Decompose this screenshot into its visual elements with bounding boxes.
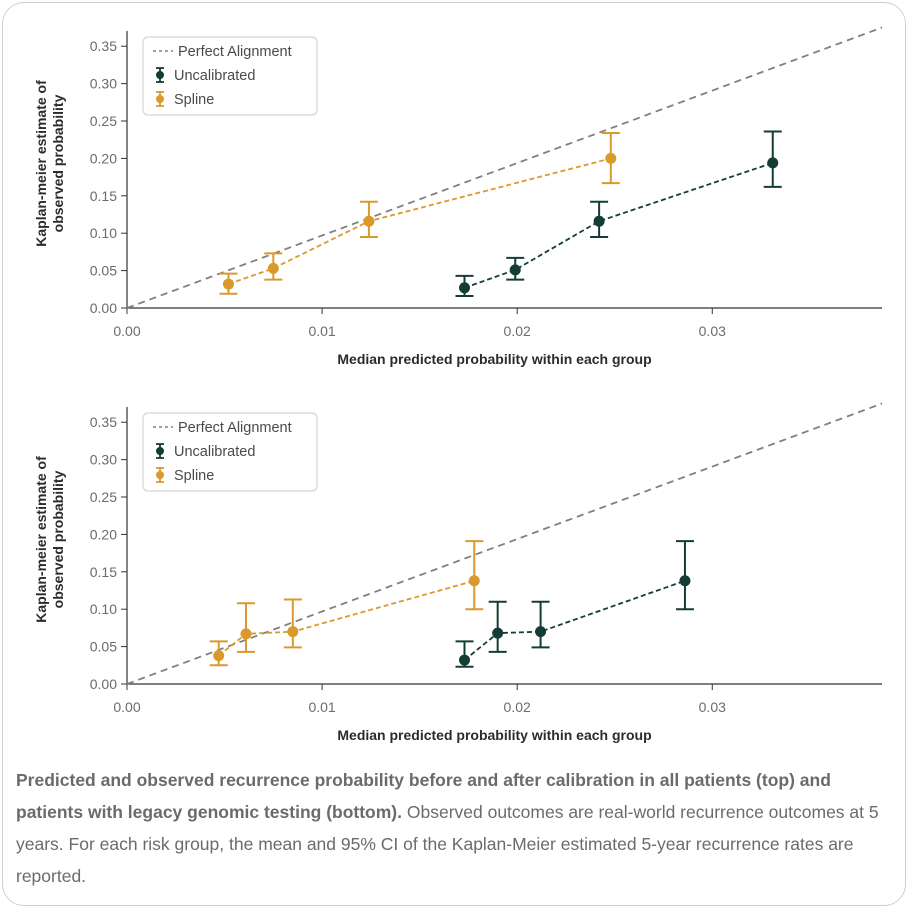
y-axis-label-line-1: Kaplan-meier estimate of (33, 80, 49, 247)
x-tick-label: 0.00 (113, 323, 140, 339)
x-tick-label: 0.02 (504, 699, 531, 715)
y-tick-label: 0.05 (90, 639, 117, 655)
x-tick-label: 0.03 (699, 323, 726, 339)
legend-box (142, 412, 318, 492)
y-tick-label: 0.35 (90, 38, 117, 54)
legend-spline-label: Spline (174, 92, 214, 108)
legend-spline-swatch-dot (156, 95, 164, 103)
calibration-figure: 0.00 0.05 0.10 0.15 0.20 0.25 0.30 0.35 0.00 0.01… (33, 26, 883, 743)
uncalibrated-point (459, 282, 471, 294)
perfect-alignment-line (126, 402, 883, 685)
x-tick-label: 0.02 (504, 323, 531, 339)
caption-bold: Predicted and observed recurrence probab… (16, 770, 831, 822)
y-tick-label: 0.20 (90, 150, 117, 166)
uncalibrated-series-line (463, 579, 686, 661)
y-tick-label: 0.30 (90, 452, 117, 468)
chart-panel-bottom: 0.00 0.05 0.10 0.15 0.20 0.25 0.30 0.35 0.00 0.01… (33, 402, 883, 743)
spline-point (267, 262, 279, 274)
y-tick-label: 0.10 (90, 601, 117, 617)
legend-spline-label: Spline (174, 468, 214, 484)
y-tick-label: 0.25 (90, 113, 117, 129)
y-axis-label-line-1: Kaplan-meier estimate of (33, 456, 49, 623)
y-axis-label: Kaplan-meier estimate ofobserved probabi… (33, 456, 66, 623)
legend-uncalibrated-swatch-dot (156, 71, 164, 79)
uncalibrated-series-line (464, 162, 774, 289)
y-tick-label: 0.35 (90, 414, 117, 430)
spline-point (222, 278, 234, 290)
figure-caption: Predicted and observed recurrence probab… (16, 764, 888, 892)
uncalibrated-point (767, 157, 779, 169)
spline-series-line (228, 157, 612, 285)
perfect-alignment-line (126, 26, 883, 309)
y-tick-label: 0.10 (90, 225, 117, 241)
y-tick-label: 0.15 (90, 564, 117, 580)
legend-spline-swatch-dot (156, 471, 164, 479)
uncalibrated-point (593, 215, 605, 227)
chart-panel-top: 0.00 0.05 0.10 0.15 0.20 0.25 0.30 0.35 0.00 0.01… (33, 26, 883, 367)
legend-box (142, 36, 318, 116)
y-axis-label: Kaplan-meier estimate ofobserved probabi… (33, 80, 66, 247)
y-tick-label: 0.00 (90, 676, 117, 692)
spline-point (363, 215, 375, 227)
legend-uncalibrated-label: Uncalibrated (174, 444, 255, 460)
y-tick-label: 0.25 (90, 489, 117, 505)
y-tick-label: 0.15 (90, 188, 117, 204)
x-axis-label: Median predicted probability within each… (337, 351, 651, 367)
legend-uncalibrated-label: Uncalibrated (174, 68, 255, 84)
spline-point (287, 626, 299, 638)
uncalibrated-point (535, 626, 547, 638)
spline-point (213, 650, 225, 662)
y-tick-label: 0.00 (90, 300, 117, 316)
spline-point (468, 575, 480, 587)
x-tick-label: 0.03 (699, 699, 726, 715)
caption-text: Observed outcomes are real-world recurre… (16, 802, 879, 886)
spline-point (240, 628, 252, 640)
y-tick-label: 0.20 (90, 526, 117, 542)
x-tick-label: 0.01 (308, 323, 335, 339)
legend-perfect-alignment-label: Perfect Alignment (178, 420, 292, 436)
uncalibrated-point (459, 654, 471, 666)
x-axis-label: Median predicted probability within each… (337, 727, 651, 743)
uncalibrated-point (679, 575, 691, 587)
y-tick-label: 0.05 (90, 263, 117, 279)
x-tick-label: 0.01 (308, 699, 335, 715)
legend-perfect-alignment-label: Perfect Alignment (178, 44, 292, 60)
y-tick-label: 0.30 (90, 76, 117, 92)
y-axis-label-line-2: observed probability (50, 94, 66, 232)
y-axis-label-line-2: observed probability (50, 470, 66, 608)
spline-point (605, 152, 617, 164)
x-tick-label: 0.00 (113, 699, 140, 715)
uncalibrated-point (492, 627, 504, 639)
legend-uncalibrated-swatch-dot (156, 447, 164, 455)
spline-series-line (218, 579, 475, 657)
uncalibrated-point (509, 264, 521, 276)
